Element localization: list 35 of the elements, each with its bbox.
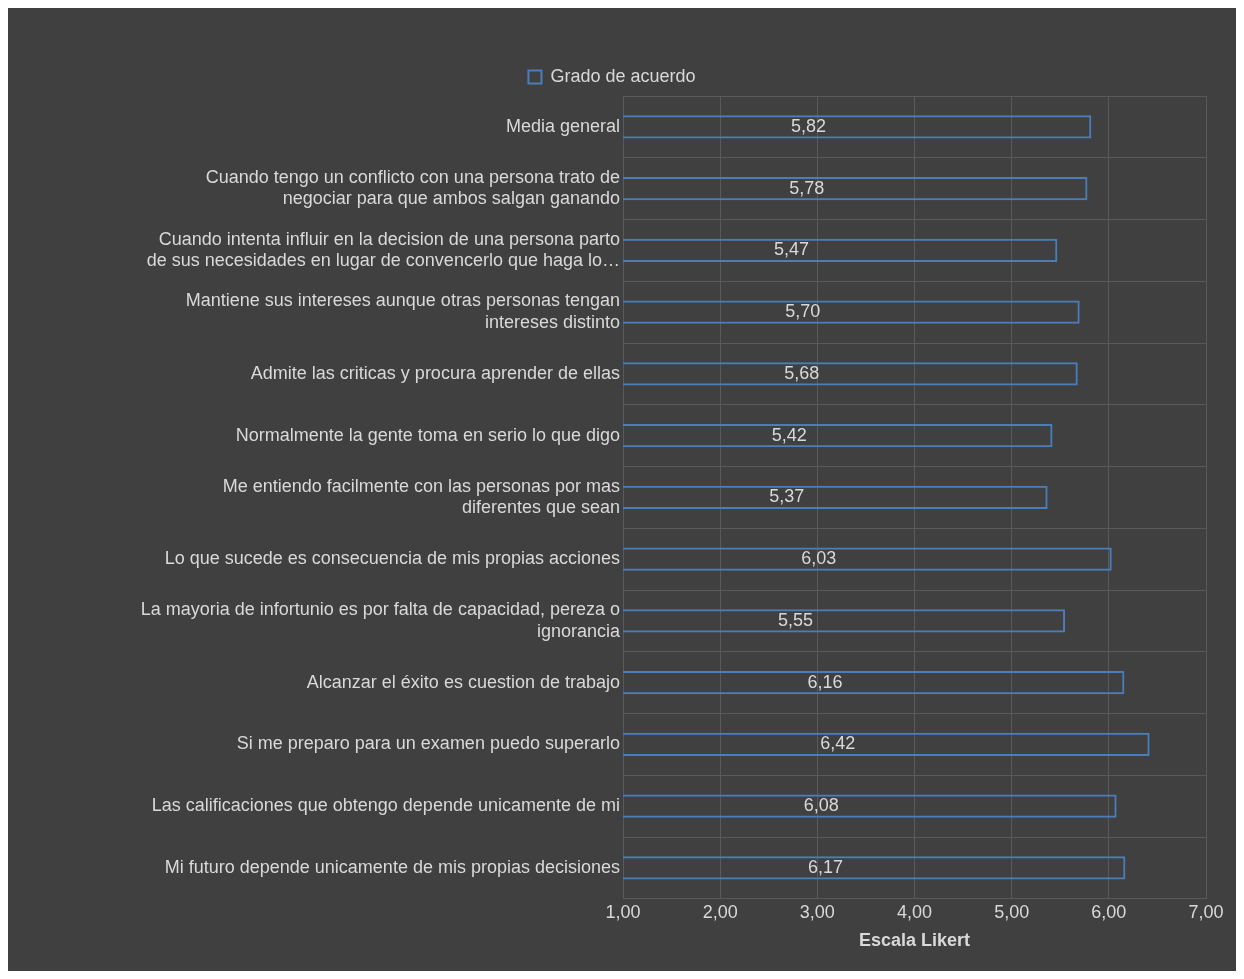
data-label: 6,42	[820, 733, 856, 754]
data-label: 5,37	[769, 486, 805, 507]
y-tick-label: Normalmente la gente toma en serio lo que digo	[235, 424, 620, 445]
x-tick-label: 6,00	[1091, 901, 1127, 922]
x-tick-label: 5,00	[994, 901, 1030, 922]
x-axis-title: Escala Likert	[858, 930, 971, 951]
data-label: 5,47	[774, 239, 810, 260]
x-tick-label: 4,00	[896, 901, 933, 922]
data-label: 6,08	[803, 795, 839, 816]
y-tick-label: Mantiene sus intereses aunque otras personas tengan intereses distinto	[185, 290, 620, 332]
data-label: 5,42	[771, 424, 807, 445]
data-label: 5,82	[791, 115, 827, 136]
y-tick-label: Admite las criticas y procura aprender de ellas	[250, 362, 620, 383]
data-label: 5,70	[785, 301, 821, 322]
x-tick-label: 2,00	[702, 901, 738, 922]
y-tick-label: Lo que sucede es consecuencia de mis propias acciones	[164, 548, 620, 569]
y-tick-label: Cuando tengo un conflicto con una persona trato de negociar para que ambos salgan ganando	[205, 166, 620, 209]
data-label: 5,68	[784, 362, 820, 383]
y-tick-label: Si me preparo para un examen puedo superarlo	[236, 733, 620, 754]
y-tick-label: Me entiendo facilmente con las personas por mas diferentes que sean	[222, 475, 620, 518]
x-tick-label: 1,00	[605, 901, 641, 922]
y-tick-label: Mi futuro depende unicamente de mis propias decisiones	[164, 856, 620, 877]
data-label: 5,55	[777, 609, 813, 630]
x-tick-label: 3,00	[799, 901, 835, 922]
data-label: 6,16	[807, 671, 843, 692]
legend-label: Grado de acuerdo	[550, 65, 696, 86]
data-label: 5,78	[789, 177, 825, 198]
data-label: 6,17	[808, 856, 844, 877]
data-label: 6,03	[801, 548, 837, 569]
y-tick-label: Las calificaciones que obtengo depende unicamente de mi	[151, 795, 620, 816]
y-tick-label: Alcanzar el éxito es cuestion de trabajo	[306, 671, 620, 692]
y-tick-label: Media general	[505, 115, 620, 136]
y-tick-label: Cuando intenta influir en la decision de una persona parto de sus necesidades en lugar de convencerlo que haga lo…	[146, 228, 620, 271]
y-tick-label: La mayoria de infortunio es por falta de capacidad, pereza o ignorancia	[140, 599, 621, 641]
x-tick-label: 7,00	[1188, 901, 1224, 922]
